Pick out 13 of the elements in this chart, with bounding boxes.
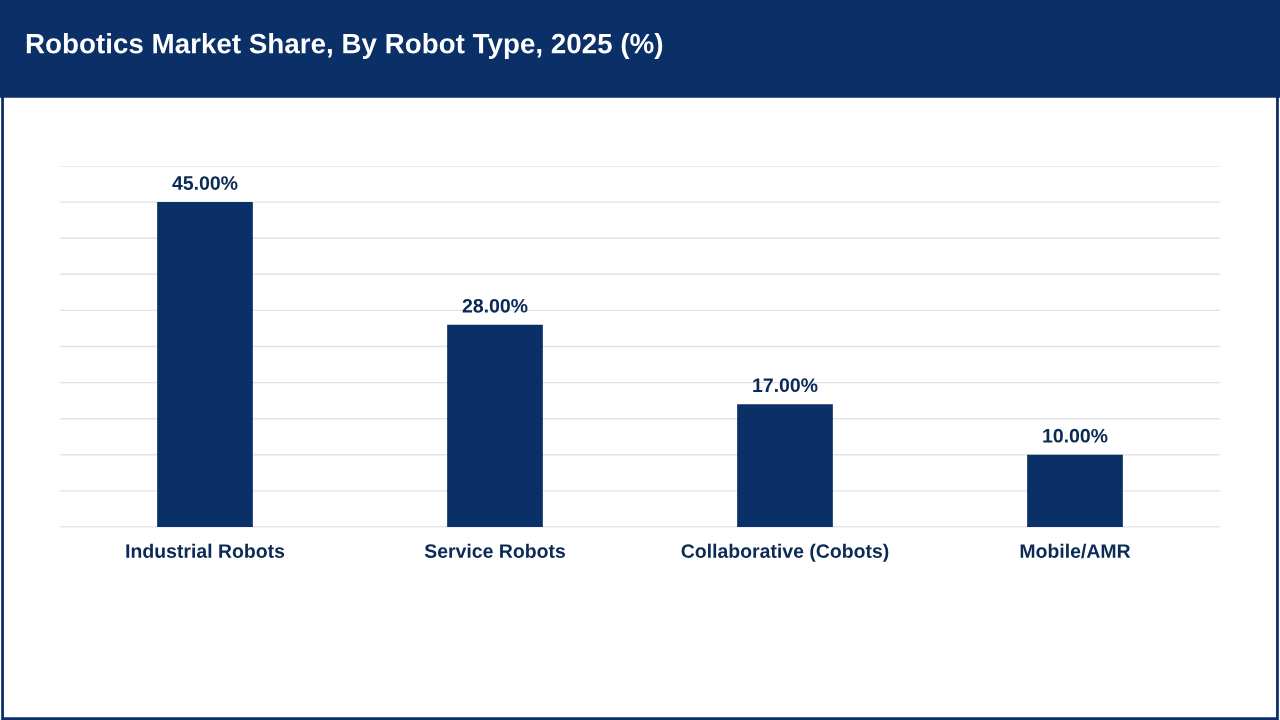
x-tick-label: Service Robots: [424, 543, 565, 558]
x-tick-label: Collaborative (Cobots): [681, 543, 889, 562]
bar: [737, 404, 833, 527]
data-label: 10.00%: [1043, 428, 1108, 443]
data-label: 17.00%: [753, 378, 818, 393]
x-tick-label: Industrial Robots: [126, 543, 285, 558]
bar: [157, 202, 253, 527]
data-label: 45.00%: [172, 176, 238, 190]
data-label: 28.00%: [462, 298, 528, 313]
chart-title: Robotics Market Share, By Robot Type, 2025 (%): [26, 33, 663, 59]
bar: [447, 324, 543, 527]
bar: [1027, 454, 1123, 527]
x-tick-label: Mobile/AMR: [1020, 543, 1131, 559]
